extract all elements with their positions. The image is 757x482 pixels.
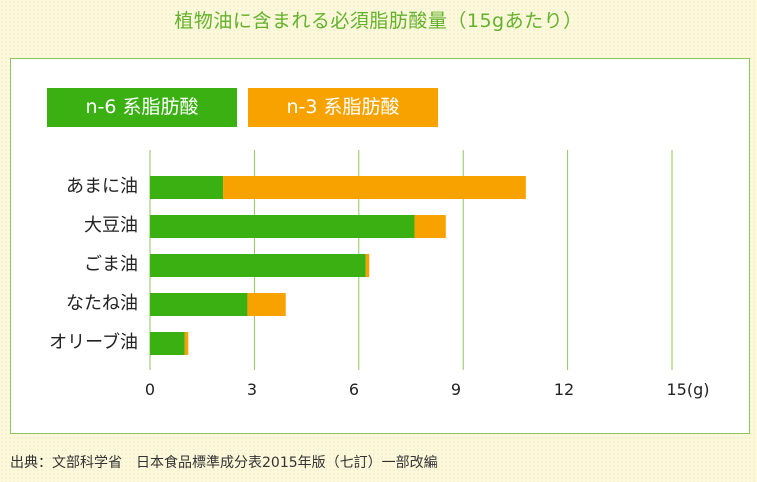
x-tick-label: 9 <box>450 380 462 399</box>
x-tick-label: 6 <box>348 380 360 399</box>
bar-n6 <box>150 176 224 199</box>
category-label-soybean: 大豆油 <box>84 215 138 236</box>
x-tick-label: 15(g) <box>666 380 710 399</box>
chart-title: 植物油に含まれる必須脂肪酸量（15gあたり） <box>174 10 583 32</box>
bar-n3 <box>223 176 526 199</box>
bar-n6 <box>150 254 366 277</box>
x-tick-label: 3 <box>246 380 258 399</box>
category-label-sesame: ごま油 <box>84 254 138 275</box>
bar-n3 <box>247 293 286 316</box>
legend-n3: n-3 系脂肪酸 <box>248 88 438 127</box>
bar-n3 <box>184 332 189 355</box>
bar-n3 <box>414 215 446 238</box>
bar-n6 <box>150 215 415 238</box>
source-note: 出典：文部科学省 日本食品標準成分表2015年版（七訂）一部改編 <box>10 455 438 471</box>
category-label-linseed: あまに油 <box>66 176 138 197</box>
bar-n6 <box>150 293 248 316</box>
x-tick-label: 0 <box>144 380 156 399</box>
category-label-olive: オリーブ油 <box>49 332 138 353</box>
bar-n6 <box>150 332 185 355</box>
x-tick-label: 12 <box>553 380 575 399</box>
category-label-rapeseed: なたね油 <box>66 293 138 314</box>
bar-n3 <box>365 254 370 277</box>
legend-n6: n-6 系脂肪酸 <box>47 88 237 127</box>
